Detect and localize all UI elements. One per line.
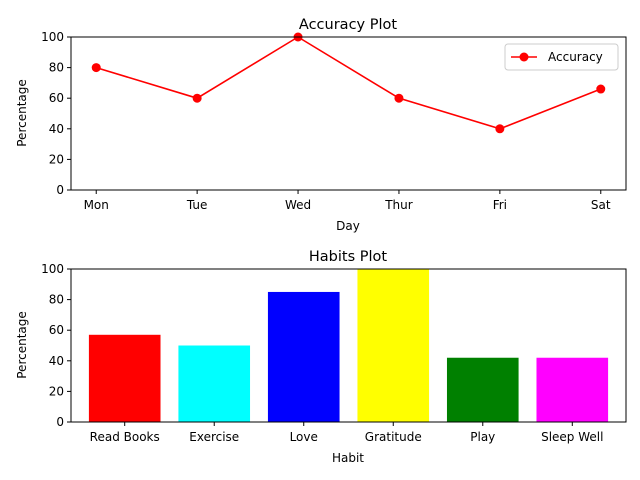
y-tick-label: 0: [56, 183, 64, 197]
x-tick-label: Thur: [384, 198, 413, 212]
x-tick-label: Fri: [493, 198, 507, 212]
x-tick-label: Love: [290, 430, 318, 444]
y-tick-label: 60: [49, 91, 64, 105]
x-tick-label: Sleep Well: [541, 430, 603, 444]
legend: Accuracy: [504, 43, 619, 71]
bar: [178, 345, 251, 422]
x-tick-label: Play: [470, 430, 495, 444]
bar: [88, 334, 161, 422]
y-tick-label: 60: [49, 323, 64, 337]
data-point: [91, 63, 101, 73]
x-tick-label: Read Books: [90, 430, 160, 444]
chart-title: Habits Plot: [309, 249, 388, 265]
legend-marker-swatch: [519, 52, 529, 62]
y-tick-label: 100: [41, 30, 64, 44]
habits-chart: Habits Plot 0 20 40 60 80 100 Read Books Exerci…: [15, 249, 627, 465]
data-point: [495, 124, 505, 134]
x-tick-label: Gratitude: [365, 430, 422, 444]
y-tick-label: 0: [56, 415, 64, 429]
bar: [446, 357, 519, 422]
y-tick-label: 40: [49, 122, 64, 136]
y-tick-label: 20: [49, 152, 64, 166]
accuracy-chart: Accuracy Plot 0 20 40 60 80 100 Mon Tue Wed Thur F…: [15, 17, 627, 233]
bar: [357, 269, 430, 422]
y-tick-label: 40: [49, 354, 64, 368]
legend-box: [504, 43, 619, 71]
axes-frame: [70, 36, 627, 191]
y-axis-label: Percentage: [15, 79, 29, 147]
data-point: [394, 93, 404, 103]
legend-label: Accuracy: [548, 50, 603, 64]
data-point: [192, 93, 202, 103]
data-point: [596, 84, 606, 94]
axes-frame: [70, 268, 627, 423]
x-tick-label: Exercise: [189, 430, 239, 444]
plot-area: 0 20 40 60 80 100 Mon Tue Wed Thur Fri Sat: [41, 30, 611, 212]
plot-area: 0 20 40 60 80 100 Read Books Exercise Love Gratit…: [41, 262, 609, 444]
y-tick-label: 80: [49, 293, 64, 307]
x-tick-label: Wed: [285, 198, 311, 212]
x-tick-label: Sat: [591, 198, 611, 212]
x-tick-label: Tue: [186, 198, 208, 212]
y-axis-label: Percentage: [15, 311, 29, 379]
x-axis-label: Day: [336, 219, 360, 233]
bar: [536, 357, 609, 422]
x-axis-label: Habit: [332, 451, 364, 465]
chart-title: Accuracy Plot: [299, 17, 397, 33]
y-tick-label: 100: [41, 262, 64, 276]
bar: [267, 291, 340, 422]
series-line: [95, 36, 602, 130]
y-tick-label: 80: [49, 61, 64, 75]
y-tick-label: 20: [49, 384, 64, 398]
x-tick-label: Mon: [84, 198, 109, 212]
